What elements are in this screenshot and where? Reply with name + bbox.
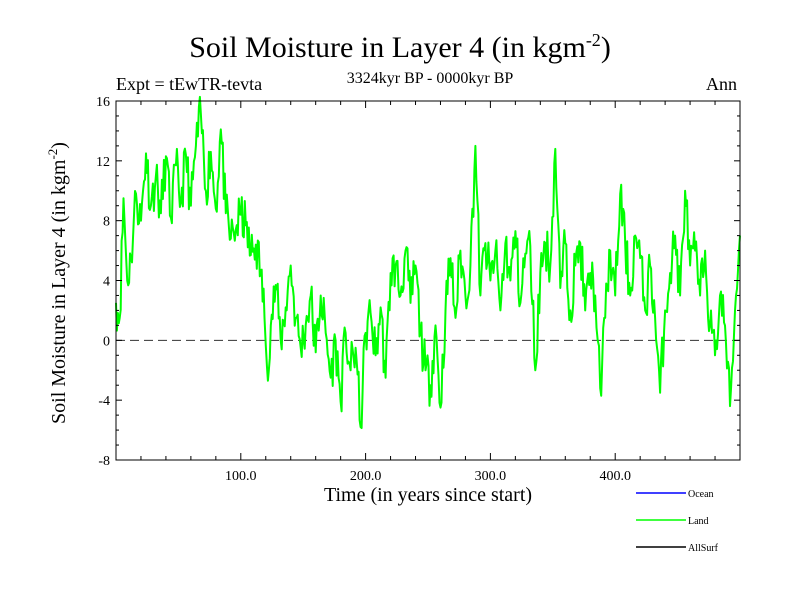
season-label: Ann	[706, 74, 737, 94]
x-tick-label: 200.0	[350, 469, 382, 484]
y-tick-label: -4	[98, 394, 110, 409]
y-tick-label: 4	[103, 275, 110, 290]
x-tick-label: 100.0	[225, 469, 257, 484]
series-line-land	[115, 95, 741, 430]
legend-label-allsurf: AllSurf	[688, 543, 719, 554]
x-axis-label: Time (in years since start)	[323, 484, 533, 506]
legend: Ocean Land AllSurf	[636, 489, 719, 554]
y-tick-label: 0	[103, 334, 110, 349]
x-tick-label: 400.0	[599, 469, 631, 484]
y-tick-label: -8	[98, 454, 110, 469]
plot-area	[115, 95, 741, 430]
y-tick-label: 16	[96, 95, 110, 110]
legend-label-ocean: Ocean	[688, 489, 714, 500]
y-tick-label: 8	[103, 215, 110, 230]
chart-title: Soil Moisture in Layer 4 (in kgm-2)	[189, 30, 611, 64]
legend-label-land: Land	[688, 516, 709, 527]
y-tick-label: 12	[96, 155, 110, 170]
axes: -8 -4 0 4 8 12 16 100.0 200.0 300.0 400.0	[96, 95, 741, 484]
experiment-label: Expt = tEwTR-tevta	[116, 74, 263, 94]
x-tick-label: 300.0	[475, 469, 507, 484]
chart-subtitle: 3324kyr BP - 0000kyr BP	[346, 70, 514, 87]
